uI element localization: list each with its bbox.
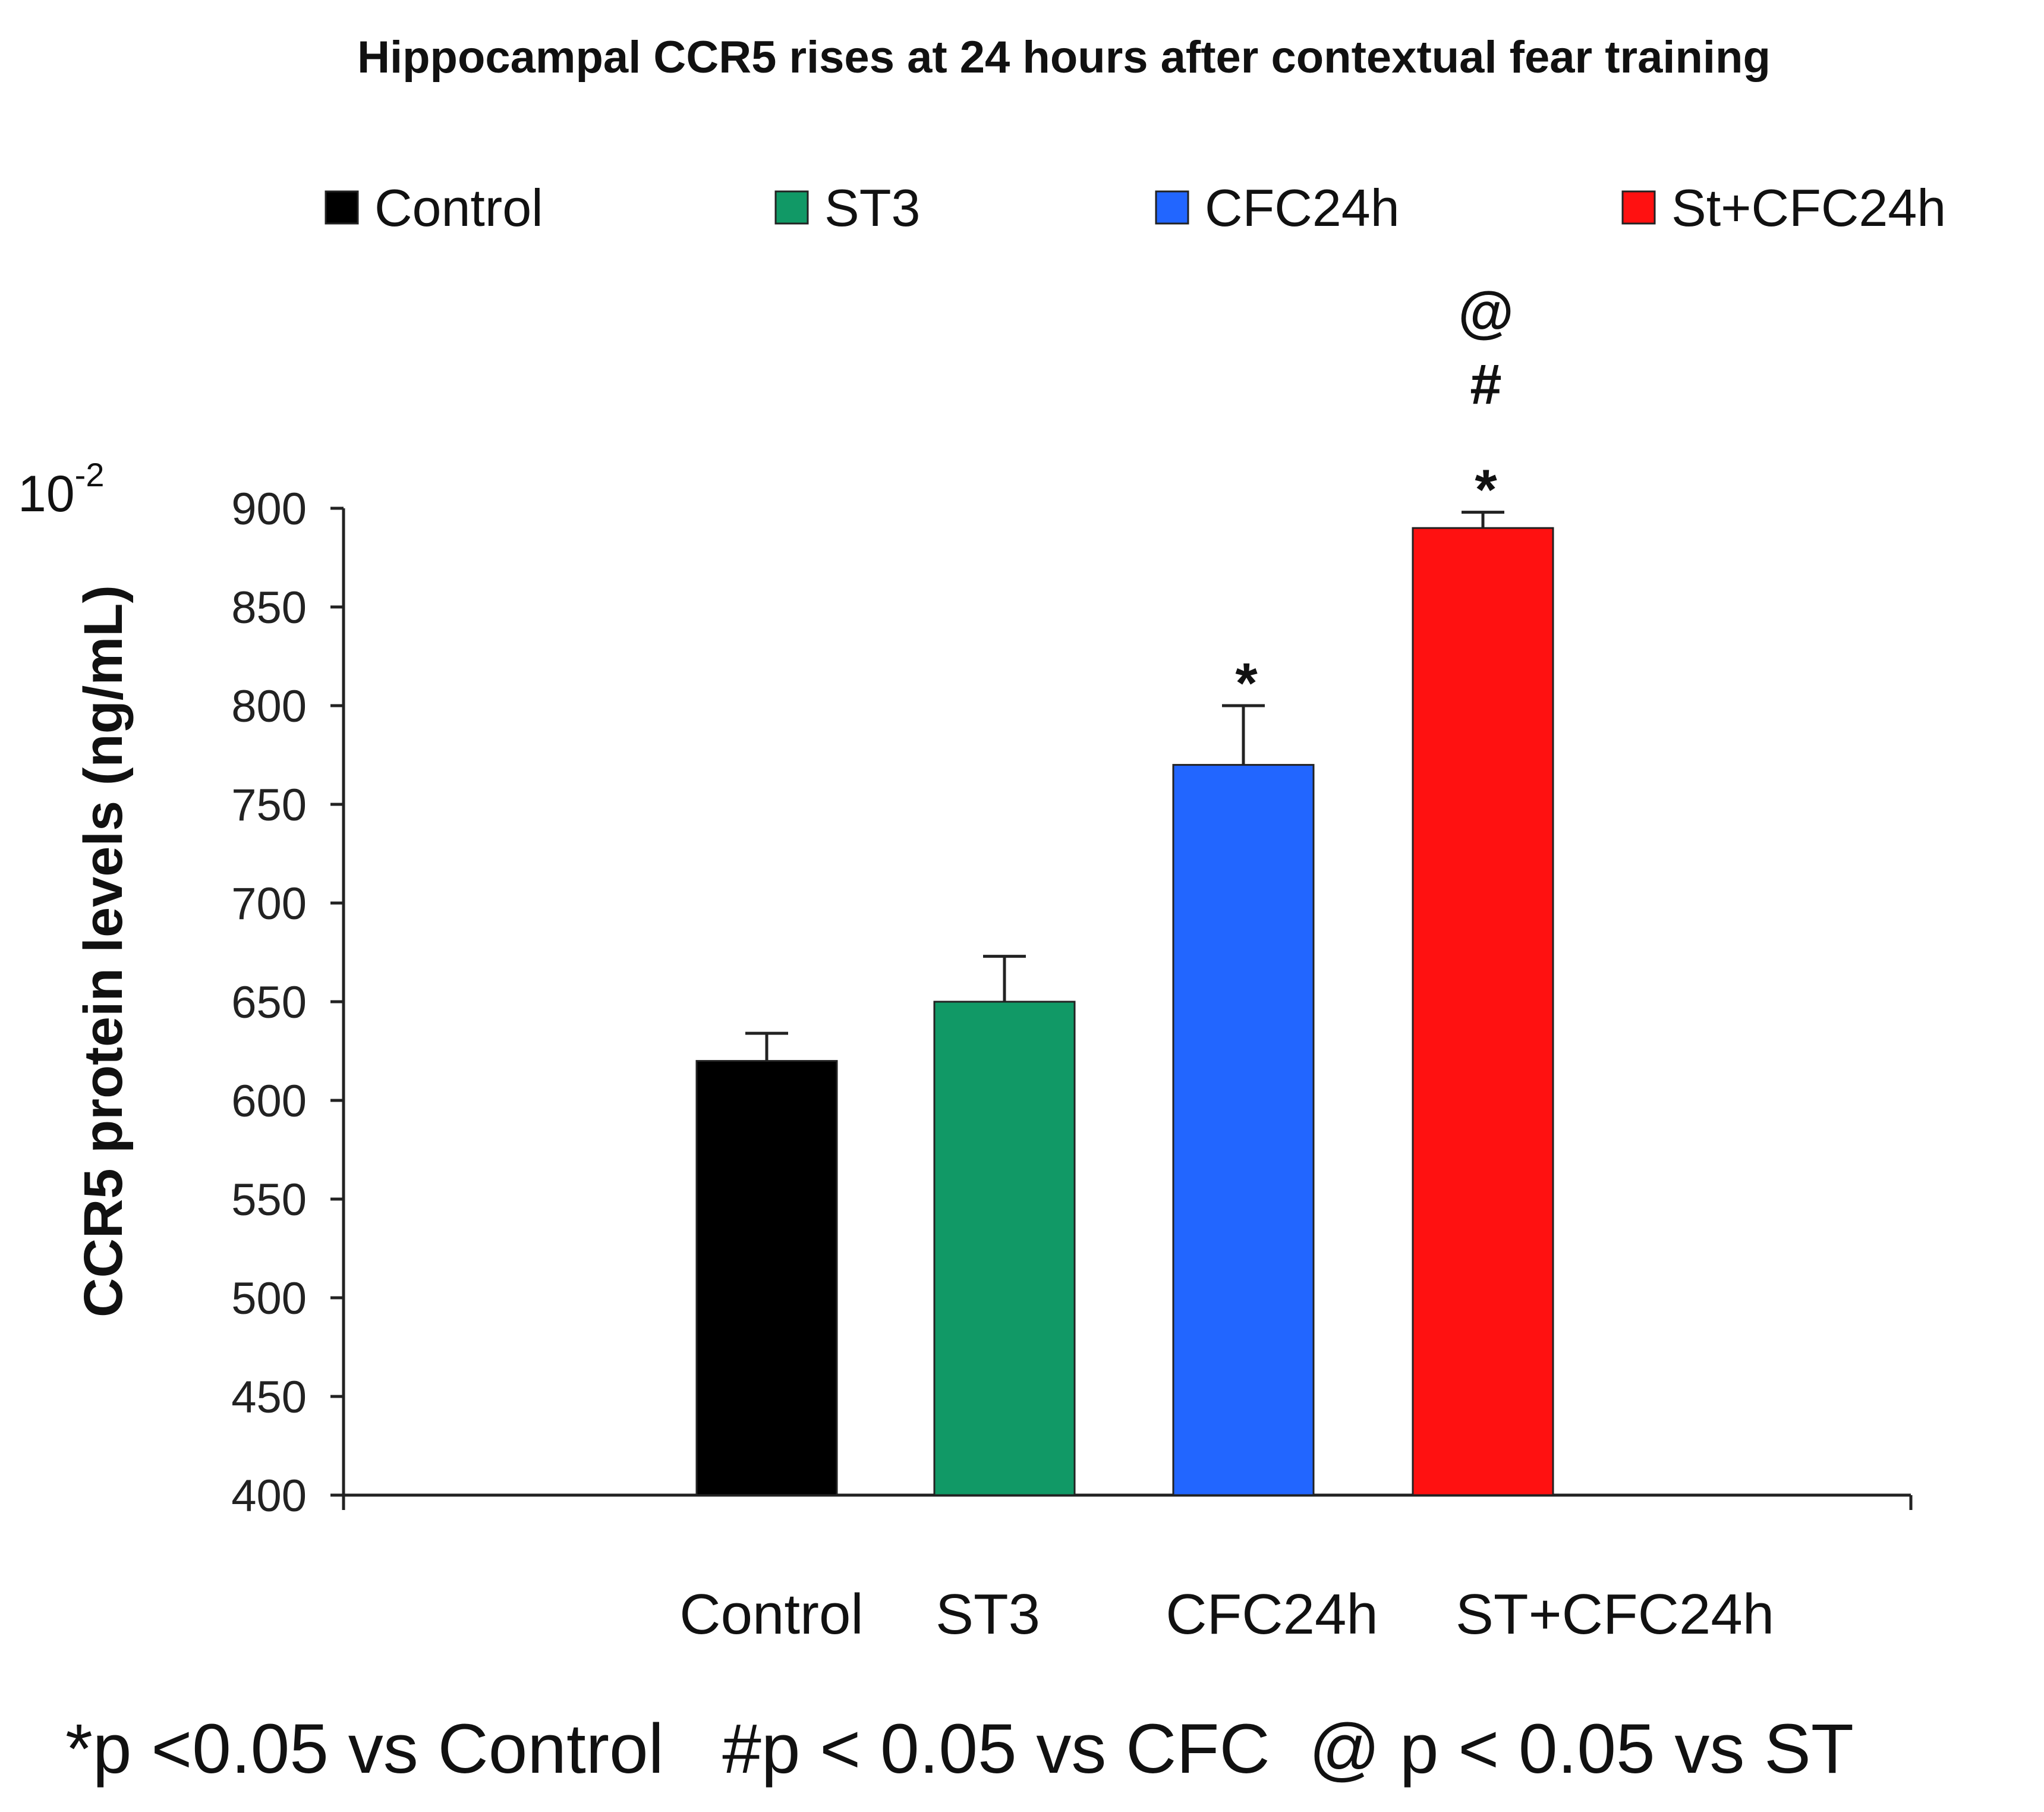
y-scale-base: 10 (18, 465, 75, 523)
y-scale-factor: 10-2 (18, 456, 104, 523)
y-tick-label: 800 (231, 681, 307, 732)
bar-control (695, 1060, 838, 1496)
axes (342, 508, 1913, 1510)
y-tick-label: 450 (231, 1372, 307, 1423)
legend-label-cfc24h: CFC24h (1205, 178, 1400, 237)
legend-label-control: Control (374, 178, 543, 237)
bars (695, 527, 1554, 1496)
category-labels: Control ST3 CFC24h ST+CFC24h (679, 1583, 1774, 1646)
y-scale-exponent: -2 (75, 456, 105, 493)
significance-annotations: * @ # * (1235, 281, 1513, 715)
chart-title: Hippocampal CCR5 rises at 24 hours after… (357, 32, 1771, 83)
legend-swatch-cfc24h (1155, 190, 1189, 225)
bar-st3 (933, 1001, 1076, 1496)
legend: Control ST3 CFC24h St+CFC24h (325, 178, 1946, 237)
y-axis-label: CCR5 protein levels (ng/mL) (73, 585, 134, 1317)
legend-swatch-st3 (774, 190, 809, 225)
category-label-cfc24h: CFC24h (1166, 1583, 1378, 1646)
y-tick-label: 600 (231, 1076, 307, 1127)
y-axis-ticks: 400 450 500 550 600 650 700 750 800 850 900 (231, 484, 344, 1521)
error-bars (745, 511, 1504, 1061)
significance-mark: @ (1458, 281, 1514, 344)
y-tick-label: 900 (231, 484, 307, 534)
bar-cfc24h (1172, 764, 1315, 1496)
y-tick-label: 550 (231, 1175, 307, 1225)
y-tick-label: 850 (231, 583, 307, 633)
y-tick-label: 700 (231, 879, 307, 929)
bar-st-cfc24h (1412, 527, 1554, 1496)
y-tick-label: 750 (231, 780, 307, 831)
significance-mark: # (1470, 353, 1501, 417)
legend-swatch-control (325, 190, 359, 225)
category-label-st3: ST3 (936, 1583, 1040, 1646)
y-tick-label: 500 (231, 1273, 307, 1324)
significance-mark: * (1475, 458, 1497, 522)
category-label-st-cfc24h: ST+CFC24h (1456, 1583, 1774, 1646)
legend-label-st-cfc24h: St+CFC24h (1671, 178, 1946, 237)
legend-swatch-st-cfc24h (1621, 190, 1656, 225)
footnote: *p <0.05 vs Control #p < 0.05 vs CFC @ p… (65, 1710, 1854, 1788)
y-tick-label: 400 (231, 1471, 307, 1521)
category-label-control: Control (679, 1583, 863, 1646)
legend-label-st3: ST3 (824, 178, 920, 237)
significance-mark: * (1235, 652, 1258, 715)
y-tick-label: 650 (231, 977, 307, 1028)
